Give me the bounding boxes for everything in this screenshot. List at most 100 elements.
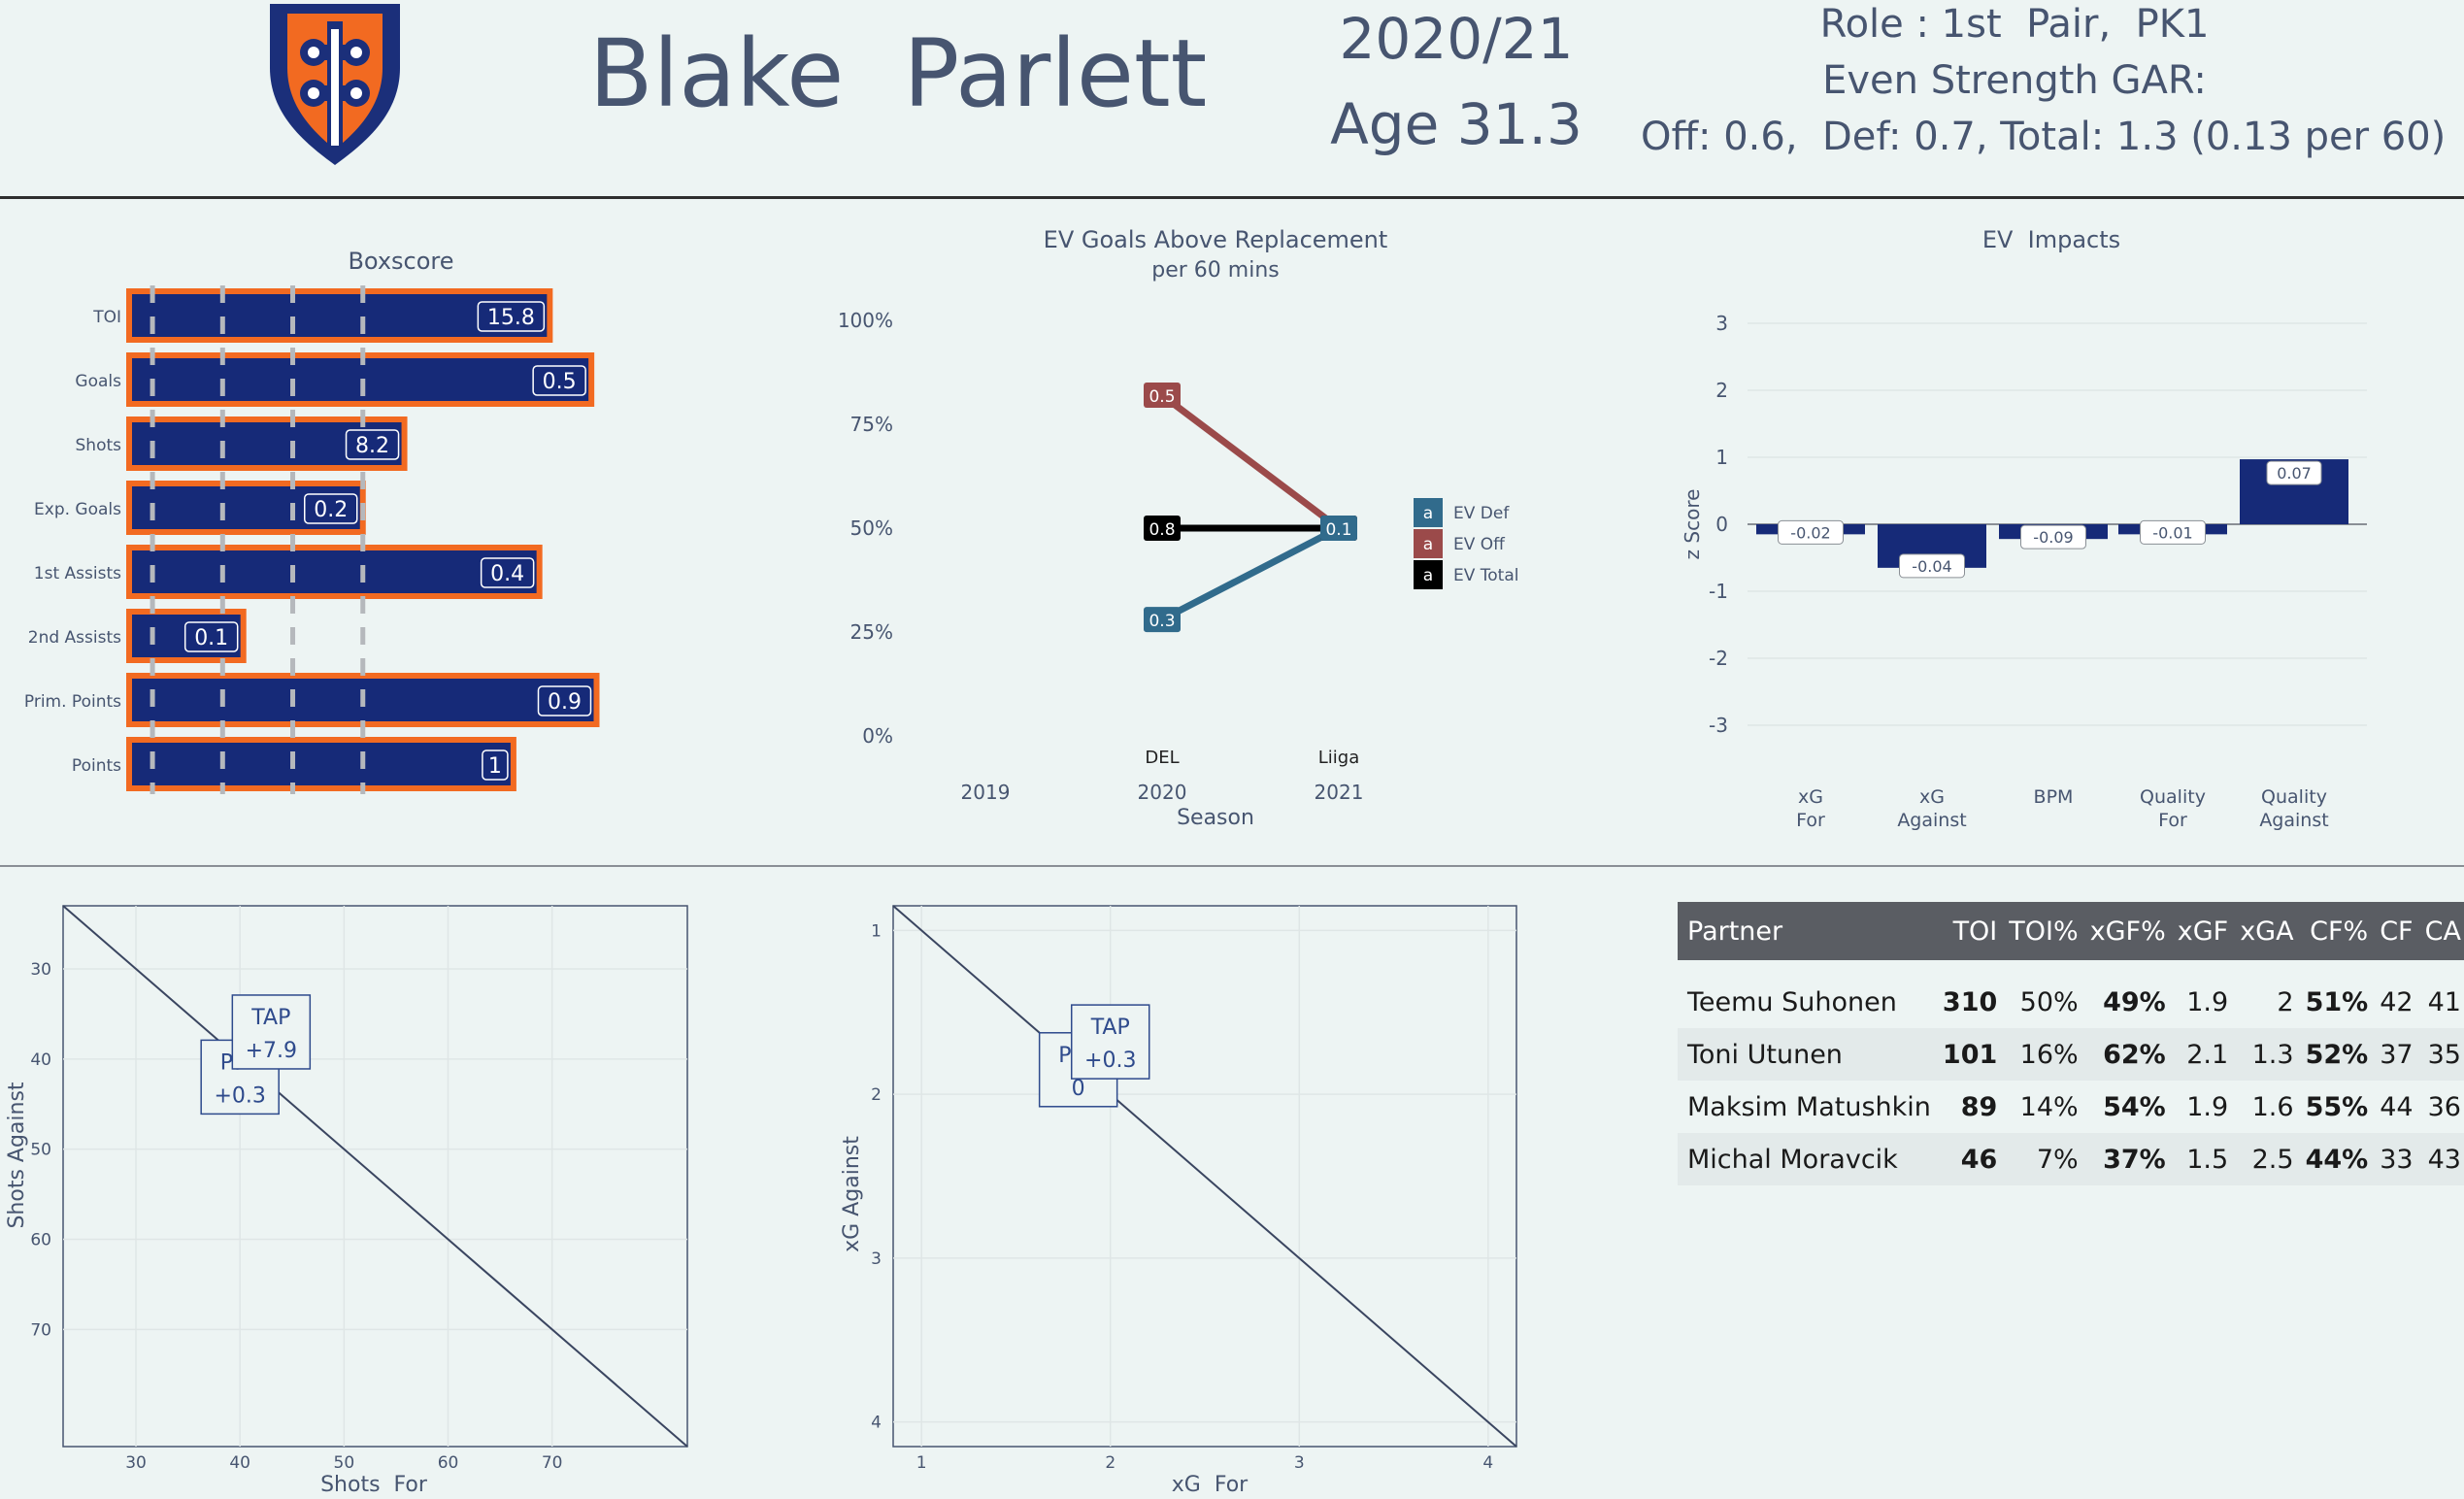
col-ca: CA bbox=[2418, 902, 2464, 960]
boxscore-value-box bbox=[532, 365, 586, 396]
table-row: Teemu Suhonen 310 50% 49% 1.9 2 51% 42 4… bbox=[1678, 976, 2464, 1028]
gar-point-label-box bbox=[1320, 516, 1357, 541]
boxscore-value-box bbox=[537, 685, 592, 716]
col-partner: Partner bbox=[1678, 902, 1937, 960]
cell-cf-pct: 44% bbox=[2299, 1133, 2375, 1185]
impacts-y-tick: 0 bbox=[1715, 513, 1728, 536]
cell-cf-pct: 52% bbox=[2299, 1028, 2375, 1081]
scatter-diagonal bbox=[62, 905, 688, 1448]
scatter-x-tick: 40 bbox=[229, 1453, 250, 1473]
impacts-value-label: -0.04 bbox=[1912, 557, 1951, 576]
shots-xlabel: Shots For bbox=[320, 1473, 428, 1497]
scatter-y-tick: 1 bbox=[871, 921, 882, 941]
impacts-y-tick: -1 bbox=[1709, 580, 1728, 603]
boxscore-bar bbox=[126, 352, 595, 407]
cell-toi-pct: 50% bbox=[2019, 986, 2079, 1017]
cell-cf-pct: 51% bbox=[2305, 986, 2369, 1017]
boxscore-value-box bbox=[183, 621, 239, 652]
gar-y-tick: 75% bbox=[850, 413, 893, 436]
gar-point-label: 0.3 bbox=[1149, 612, 1175, 631]
partner-name: Toni Utunen bbox=[1678, 1028, 1937, 1081]
scatter-x-tick: 3 bbox=[1294, 1453, 1305, 1473]
impacts-value-box bbox=[2140, 519, 2206, 545]
scatter-x-tick: 60 bbox=[438, 1453, 459, 1473]
col-xga: xGA bbox=[2234, 902, 2300, 960]
scatter-y-tick: 70 bbox=[30, 1320, 51, 1340]
impacts-value-label: 0.07 bbox=[2277, 464, 2312, 483]
scatter-annotation-value: +0.3 bbox=[1084, 1049, 1136, 1073]
table-row: Maksim Matushkin 89 14% 54% 1.9 1.6 55% … bbox=[1678, 1081, 2464, 1133]
cell-cf: 37 bbox=[2374, 1028, 2419, 1081]
impacts-y-tick: 2 bbox=[1715, 379, 1728, 402]
scatter-y-tick: 3 bbox=[871, 1249, 882, 1269]
boxscore-value-box bbox=[477, 301, 546, 332]
cell-toi: 310 bbox=[1942, 986, 1998, 1017]
cell-cf: 44 bbox=[2380, 1091, 2414, 1122]
boxscore-category-label: 2nd Assists bbox=[28, 628, 121, 648]
scatter-y-tick: 2 bbox=[871, 1085, 882, 1105]
cell-xga: 2 bbox=[2277, 986, 2294, 1017]
cell-xgf: 1.9 bbox=[2186, 1091, 2229, 1122]
gar-xlabel: Season bbox=[1177, 806, 1254, 830]
gar-legend-key: a bbox=[1423, 566, 1433, 585]
cell-xgf: 1.9 bbox=[2186, 986, 2229, 1017]
boxscore-value-label: 0.9 bbox=[548, 690, 582, 715]
gar-y-tick: 100% bbox=[838, 309, 893, 332]
scatter-diagonal bbox=[892, 905, 1517, 1448]
impacts-category-label: For bbox=[2158, 810, 2187, 831]
table-row: Michal Moravcik 46 7% 37% 1.5 2.5 44% 33… bbox=[1678, 1133, 2464, 1185]
boxscore-value-box bbox=[345, 429, 400, 460]
impacts-value-label: -0.09 bbox=[2033, 528, 2073, 547]
season-label: 2020/21 bbox=[1339, 6, 1574, 72]
boxscore-category-label: TOI bbox=[92, 308, 121, 327]
scatter-y-tick: 60 bbox=[30, 1230, 51, 1249]
role-label: Role : 1st Pair, PK1 bbox=[1819, 2, 2210, 47]
gar-league-label: DEL bbox=[1145, 748, 1179, 768]
boxscore-panel: Boxscore TOI Goals Shots Exp. Goals 1st Assi… bbox=[0, 233, 680, 816]
gar-legend-label: EV Def bbox=[1453, 504, 1510, 523]
scatter-y-tick: 4 bbox=[871, 1414, 882, 1433]
section-divider bbox=[0, 865, 2464, 867]
scatter-annotation-value: +7.9 bbox=[246, 1039, 297, 1063]
header-divider bbox=[0, 196, 2464, 199]
gar-chart: EV Goals Above Replacement per 60 mins S… bbox=[838, 226, 1519, 830]
cell-cf-pct: 55% bbox=[2305, 1091, 2369, 1122]
gar-series-line bbox=[1160, 524, 1341, 623]
col-xgf-pct: xGF% bbox=[2083, 902, 2172, 960]
partners-table-panel: Partner TOI TOI% xGF% xGF xGA CF% CF CA … bbox=[1678, 902, 2464, 1185]
impacts-category-label: Quality bbox=[2140, 786, 2206, 808]
cell-xgf-pct: 37% bbox=[2083, 1133, 2172, 1185]
gar-y-tick: 25% bbox=[850, 620, 893, 644]
gar-legend-swatch bbox=[1414, 498, 1443, 527]
impacts-category-label: Against bbox=[2259, 810, 2328, 831]
scatter-x-tick: 70 bbox=[542, 1453, 563, 1473]
team-logo bbox=[264, 0, 406, 167]
cell-ca: 35 bbox=[2418, 1028, 2464, 1081]
scatter-x-tick: 1 bbox=[916, 1453, 927, 1473]
col-cf: CF bbox=[2374, 902, 2419, 960]
impacts-category-label: Against bbox=[1897, 810, 1966, 831]
col-toi-pct: TOI% bbox=[2003, 902, 2084, 960]
shots-ylabel: Shots Against bbox=[5, 1082, 29, 1228]
impacts-chart: EV Impacts z Score 3210-1-2-3-0.02xGFor-… bbox=[1681, 226, 2367, 831]
boxscore-value-label: 15.8 bbox=[487, 306, 535, 330]
impacts-ylabel: z Score bbox=[1681, 489, 1704, 560]
table-row bbox=[1678, 960, 2464, 976]
gar-point-label: 0.5 bbox=[1149, 387, 1175, 407]
cell-toi: 89 bbox=[1960, 1091, 1998, 1122]
impacts-y-tick: -3 bbox=[1709, 714, 1728, 737]
boxscore-category-label: Exp. Goals bbox=[34, 500, 121, 519]
gar-y-tick: 50% bbox=[850, 516, 893, 540]
partner-name: Teemu Suhonen bbox=[1687, 986, 1897, 1017]
gar-legend-key: a bbox=[1423, 535, 1433, 554]
scatter-annotation-name: TAP bbox=[250, 1006, 290, 1030]
scatter-annotation-name: TAP bbox=[1090, 1016, 1130, 1040]
cell-toi: 46 bbox=[1936, 1133, 2004, 1185]
age-label: Age 31.3 bbox=[1330, 91, 1582, 157]
partners-table: Partner TOI TOI% xGF% xGF xGA CF% CF CA … bbox=[1678, 902, 2464, 1185]
impacts-value-label: -0.02 bbox=[1790, 523, 1830, 542]
impacts-y-tick: -2 bbox=[1709, 647, 1728, 670]
impacts-value-box bbox=[2020, 524, 2086, 550]
boxscore-bar bbox=[126, 288, 553, 343]
boxscore-chart: Boxscore TOI Goals Shots Exp. Goals 1st Assi… bbox=[24, 248, 600, 794]
